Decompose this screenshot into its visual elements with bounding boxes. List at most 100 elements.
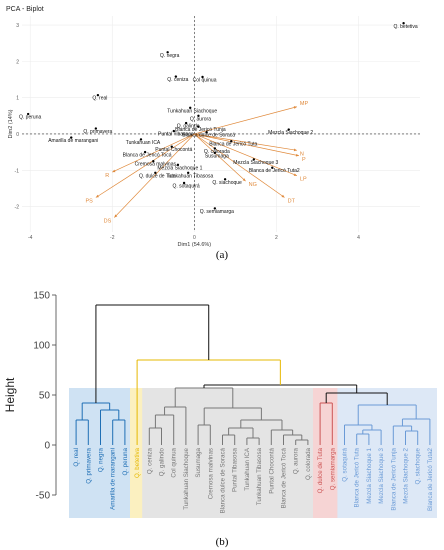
pca-vector-label: DT: [288, 199, 296, 205]
pca-vector-arrow: [114, 133, 195, 218]
pca-point-label: Blanca de Jericó Tocá: [123, 153, 172, 159]
pca-point-label: Blanca de Jericó Tuta2: [249, 168, 300, 174]
dendrogram-y-axis: 150 100 50 0 -50: [33, 291, 57, 502]
dendrogram-leaf-label: Amarilla de marangani: [110, 448, 117, 510]
cluster-background: [337, 388, 437, 518]
dendrogram-leaf-label: Mezcla Siachoque 3: [378, 447, 385, 503]
pca-vector-arrowhead: [95, 194, 100, 198]
pca-point-label: Q. ceniza: [167, 77, 188, 83]
dendrogram-leaf-label: Q. betetiva: [134, 447, 141, 477]
pca-point: [213, 151, 217, 155]
pca-point: [170, 145, 173, 148]
pca-x-tick-label: 0: [193, 235, 196, 241]
pca-point: [205, 130, 208, 134]
pca-point-label: Q. betetiva: [393, 24, 417, 30]
pca-vector-arrow: [194, 133, 246, 182]
dendrogram-y-tick-label: 50: [39, 391, 51, 402]
dendrogram-leaf-label: Tunkahuan Tibasosa: [256, 447, 263, 505]
dendrogram-leaf-label: Tunkahuan ICA: [244, 447, 251, 491]
pca-y-tick-label: 0: [16, 132, 19, 138]
pca-vector-arrowhead: [242, 178, 246, 182]
dendrogram-leaf-label: Mezcla Siachoque 1: [366, 447, 373, 503]
pca-biplot: PCA - Biplot -4 -2 0 2 4 -2 -1 0 1 2 3 MP NP LP DT NG R…: [6, 6, 420, 248]
pca-point-label: Q. dulce de Tuta: [139, 173, 176, 179]
dendrogram-leaf-label: Q. dulce de Tuta: [317, 447, 324, 493]
dendrogram-y-tick-label: -50: [36, 491, 51, 502]
dendrogram-leaf-label: Blanca de Jericó Tuta2: [427, 447, 434, 511]
dendrogram-y-tick-label: 0: [44, 441, 50, 452]
pca-vector-label: PS: [86, 199, 94, 205]
dendrogram-leaf-label: Blanca de Jericó Tocá: [281, 447, 288, 508]
pca-vector-label: R: [105, 173, 109, 179]
pca-point-label: Q. negra: [160, 53, 180, 59]
cluster-backgrounds: [69, 388, 437, 518]
pca-x-tick-label: -4: [28, 235, 33, 241]
pca-point: [184, 121, 188, 125]
pca-point: [166, 51, 169, 54]
dendrogram-leaf-label: Q. real: [73, 448, 80, 467]
pca-point-label: Tunkahuan Siachoque: [167, 108, 217, 114]
pca-vector-arrowhead: [281, 194, 285, 198]
panel-label-a: (a): [216, 249, 229, 261]
pca-point-label: Tunkahuan ICA: [126, 140, 161, 146]
pca-point-label: Blanca dulce de Soracá: [182, 133, 235, 139]
pca-point: [271, 166, 274, 169]
pca-vector-arrow: [112, 133, 195, 173]
dendrogram-leaf-label: Blanca de Jericó Tuta: [354, 447, 361, 507]
dendrogram-leaf-labels: Q. real Q. primavera Q. negra Amarilla de m…: [73, 447, 434, 513]
pca-point-label: Q. aurora: [190, 116, 211, 122]
pca-vector-arrowhead: [293, 148, 297, 152]
pca-vector-arrow: [194, 106, 297, 135]
pca-point: [197, 125, 200, 128]
pca-point: [139, 138, 143, 141]
pca-point: [197, 114, 200, 118]
pca-point: [26, 112, 30, 116]
pca-point: [213, 207, 217, 210]
pca-vector-arrow: [194, 133, 285, 198]
pca-point: [154, 171, 157, 175]
pca-vector-arrowhead: [114, 214, 118, 218]
dendrogram-leaf-label: Q. negra: [98, 447, 105, 472]
pca-vector-label: NG: [249, 182, 257, 188]
pca-point: [287, 128, 290, 131]
pca-vector-label: LP: [300, 177, 307, 183]
dendrogram-leaf-label: Susumaga: [195, 447, 202, 477]
pca-point: [223, 178, 227, 181]
dendrogram-leaf-label: Q. primavera: [85, 447, 92, 483]
pca-x-axis-label: Dim1 (54.6%): [178, 242, 212, 248]
dendrogram-leaf-label: Q. colorada: [305, 447, 312, 480]
pca-point-label: Q. galindo: [177, 124, 200, 130]
pca-vector-label: DS: [104, 218, 112, 224]
pca-title: PCA - Biplot: [6, 6, 44, 13]
pca-vector-arrow: [194, 133, 300, 157]
dendrogram-leaf-label: Tunkahuan Siachoque: [183, 447, 190, 509]
pca-point-label: Col quinua: [193, 77, 217, 83]
pca-vector-arrow: [194, 133, 298, 177]
dendrogram-leaf-label: Blanca dulce de Soracá: [220, 447, 227, 513]
dendrogram-leaf-label: Q. semiamarga: [329, 447, 336, 490]
dendrogram-leaf-label: Mezcla Siachoque 2: [403, 447, 410, 503]
pca-point-label: Tunkahuan Tibasosa: [167, 173, 213, 179]
pca-tick-labels: -4 -2 0 2 4 -2 -1 0 1 2 3: [15, 23, 361, 241]
pca-grid: [22, 16, 420, 232]
pca-point: [152, 160, 155, 163]
pca-points: Q. betetiva Q. negra Col quinua Q. ceniza Q.…: [19, 22, 418, 215]
pca-y-tick-label: 1: [16, 96, 19, 102]
pca-point: [182, 181, 186, 185]
pca-point-label: Q. colorada: [204, 149, 230, 155]
pca-point-label: Puntal Tibasosa: [158, 132, 194, 138]
pca-vector-arrowhead: [293, 106, 297, 109]
pca-point: [174, 75, 178, 78]
dendrogram-leaf-label: Col quinua: [171, 447, 178, 477]
dendrogram-y-tick-label: 100: [33, 341, 50, 352]
pca-point: [189, 106, 192, 110]
pca-x-tick-label: -2: [110, 235, 115, 241]
pca-point-label: Mezcla Siachoque 2: [268, 130, 313, 136]
pca-point: [186, 171, 190, 175]
pca-point-label: Q. real: [92, 96, 107, 102]
dendrogram-branches: [75, 304, 431, 445]
pca-vector-arrow: [194, 133, 297, 151]
pca-point: [96, 93, 100, 97]
